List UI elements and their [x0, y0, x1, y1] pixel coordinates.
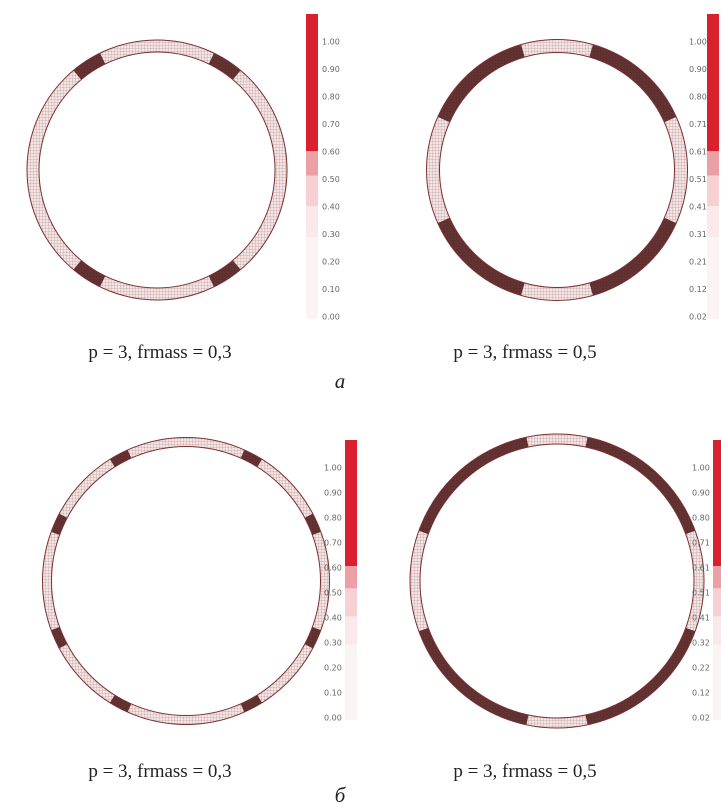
scale-label: 0.71	[689, 120, 707, 129]
caption: p = 3, frmass = 0,3	[88, 342, 231, 363]
scale-label: 1.00	[692, 464, 710, 473]
scale-label: 0.61	[689, 148, 707, 157]
colorbar	[707, 206, 719, 237]
ring-edge	[52, 447, 321, 716]
colorbar	[306, 176, 318, 207]
dense-region	[591, 51, 670, 120]
colorbar	[306, 206, 318, 237]
dense-region	[591, 220, 670, 289]
scale-label: 0.02	[689, 313, 707, 322]
scale-label: 0.10	[324, 689, 342, 698]
scale-label: 1.00	[324, 464, 342, 473]
colorbar	[306, 151, 318, 175]
scale-label: 0.51	[692, 589, 710, 598]
dense-region	[112, 454, 129, 463]
dense-region	[424, 630, 528, 720]
dense-region	[587, 630, 691, 720]
scale-label: 0.00	[324, 714, 342, 723]
scale-label: 0.71	[692, 539, 710, 548]
colorbar	[345, 440, 357, 566]
scale-label: 0.80	[689, 93, 707, 102]
caption: p = 3, frmass = 0,5	[453, 761, 596, 782]
colorbar	[707, 14, 719, 151]
scale-label: 0.40	[322, 203, 340, 212]
scale-label: 0.40	[324, 614, 342, 623]
colorbar	[306, 14, 318, 151]
scale-label: 1.00	[689, 38, 707, 47]
scale-label: 0.12	[689, 285, 707, 294]
scale-label: 0.30	[322, 230, 340, 239]
scale-label: 0.32	[692, 639, 710, 648]
subfigure-label: б	[335, 783, 347, 805]
scale-label: 0.51	[689, 175, 707, 184]
scale-label: 0.00	[322, 313, 340, 322]
dense-region	[424, 442, 528, 532]
ring-edge	[440, 53, 675, 288]
dense-region	[587, 442, 691, 532]
colorbar	[713, 566, 721, 588]
scale-label: 0.41	[689, 203, 707, 212]
scale-label: 0.41	[692, 614, 710, 623]
scale-label: 0.50	[324, 589, 342, 598]
scale-label: 0.31	[689, 230, 707, 239]
ring	[33, 46, 281, 294]
colorbar	[713, 588, 721, 616]
scale-label: 0.50	[322, 175, 340, 184]
scale-label: 0.70	[322, 120, 340, 129]
caption: p = 3, frmass = 0,5	[453, 342, 596, 363]
scale-label: 0.20	[324, 664, 342, 673]
colorbar	[713, 616, 721, 644]
dense-region	[243, 454, 260, 463]
subfigure-label: а	[335, 369, 346, 393]
scale-label: 0.80	[322, 93, 340, 102]
scale-label: 0.02	[692, 714, 710, 723]
colorbar	[345, 566, 357, 588]
scale-label: 0.12	[692, 689, 710, 698]
scale-label: 0.70	[324, 539, 342, 548]
scale-label: 0.22	[692, 664, 710, 673]
dense-region	[444, 51, 523, 120]
scale-label: 0.30	[324, 639, 342, 648]
colorbar	[345, 616, 357, 644]
scale-label: 0.90	[692, 489, 710, 498]
scale-label: 0.20	[322, 258, 340, 267]
colorbar	[345, 588, 357, 616]
scale-label: 0.60	[324, 564, 342, 573]
dense-region	[112, 699, 129, 708]
ring-edge	[420, 444, 694, 718]
scale-label: 0.21	[689, 258, 707, 267]
scale-label: 1.00	[322, 38, 340, 47]
figure: p = 3, frmass = 0,3 p = 3, frmass = 0,5 …	[0, 0, 721, 805]
colorbar	[707, 151, 719, 175]
scale-label: 0.10	[322, 285, 340, 294]
scale-label: 0.80	[692, 514, 710, 523]
dense-region	[243, 699, 260, 708]
dense-region	[444, 220, 523, 289]
colorbar	[713, 440, 721, 566]
scale-label: 0.90	[322, 65, 340, 74]
scale-label: 0.90	[324, 489, 342, 498]
colorbar	[707, 176, 719, 207]
scale-label: 0.60	[322, 148, 340, 157]
scale-label: 0.80	[324, 514, 342, 523]
ring	[47, 442, 325, 720]
ring-edge	[39, 52, 275, 288]
scale-label: 0.61	[692, 564, 710, 573]
caption: p = 3, frmass = 0,3	[88, 761, 231, 782]
scale-label: 0.90	[689, 65, 707, 74]
